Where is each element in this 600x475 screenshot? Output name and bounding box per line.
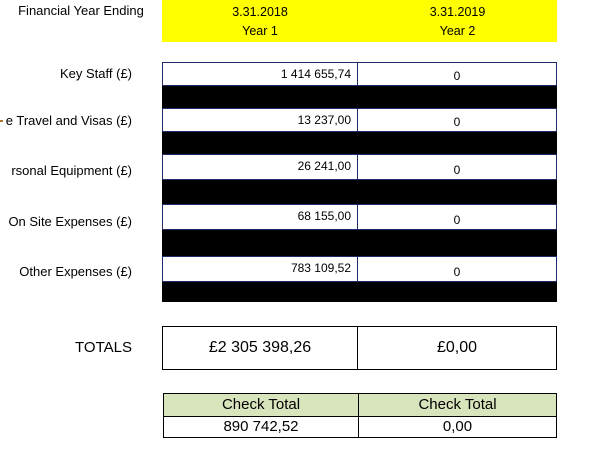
year2-header: 3.31.2019 Year 2 (358, 0, 557, 42)
cell-personal-equipment-year2[interactable]: 0 (357, 154, 557, 180)
row-label-travel-visas: e Travel and Visas (£) (5, 113, 132, 128)
cell-travel-visas-year2[interactable]: 0 (357, 108, 557, 132)
check-total-year1[interactable]: 890 742,52 (163, 416, 359, 438)
financial-year-label: Financial Year Ending (18, 3, 144, 18)
row-separator (162, 86, 557, 108)
totals-year2[interactable]: £0,00 (357, 326, 557, 370)
cell-on-site-expenses-year2[interactable]: 0 (357, 204, 557, 230)
year2-date: 3.31.2019 (429, 5, 486, 19)
cell-edge-mark (0, 120, 3, 122)
year1-header: 3.31.2018 Year 1 (162, 0, 358, 42)
year2-label: Year 2 (439, 24, 476, 38)
check-total-year2[interactable]: 0,00 (358, 416, 557, 438)
totals-label: TOTALS (75, 339, 132, 356)
cell-on-site-expenses-year1[interactable]: 68 155,00 (162, 204, 358, 230)
row-separator (162, 132, 557, 154)
cell-key-staff-year2[interactable]: 0 (357, 62, 557, 86)
cell-other-expenses-year2[interactable]: 0 (357, 256, 557, 282)
row-label-on-site-expenses: On Site Expenses (£) (8, 214, 132, 229)
cell-personal-equipment-year1[interactable]: 26 241,00 (162, 154, 358, 180)
check-total-header-year2: Check Total (358, 393, 557, 417)
row-separator (162, 230, 557, 256)
row-label-personal-equipment: rsonal Equipment (£) (11, 163, 132, 178)
row-label-other-expenses: Other Expenses (£) (19, 264, 132, 279)
cell-other-expenses-year1[interactable]: 783 109,52 (162, 256, 358, 282)
cell-travel-visas-year1[interactable]: 13 237,00 (162, 108, 358, 132)
check-total-header-year1: Check Total (163, 393, 359, 417)
row-separator (162, 282, 557, 302)
year1-date: 3.31.2018 (232, 5, 288, 19)
year1-label: Year 1 (242, 24, 278, 38)
cell-key-staff-year1[interactable]: 1 414 655,74 (162, 62, 358, 86)
row-label-key-staff: Key Staff (£) (59, 66, 132, 81)
totals-year1[interactable]: £2 305 398,26 (162, 326, 358, 370)
row-separator (162, 180, 557, 204)
